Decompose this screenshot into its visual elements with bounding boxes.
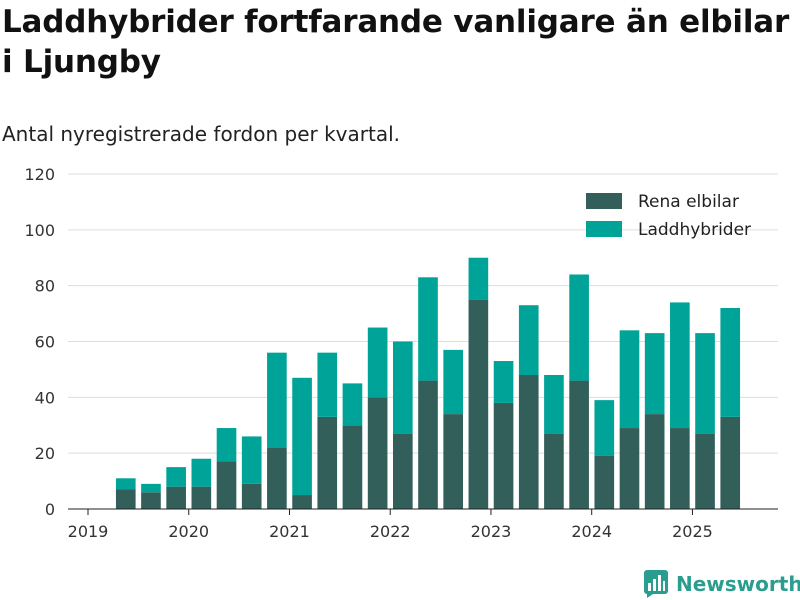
bar-rena-elbilar (166, 486, 186, 509)
x-axis: 2019 2020 2021 2022 2023 2024 2025 (68, 508, 778, 541)
bar-laddhybrider (493, 361, 514, 403)
bar-laddhybrider (166, 467, 186, 487)
bar-rena-elbilar (644, 414, 665, 509)
bar-laddhybrider (594, 400, 615, 456)
bar-rena-elbilar (518, 375, 539, 509)
x-tick-label: 2022 (370, 522, 411, 541)
bar-rena-elbilar (670, 428, 690, 509)
bar-laddhybrider (443, 349, 464, 415)
x-tick-label: 2020 (168, 522, 209, 541)
bar-laddhybrider (216, 428, 237, 462)
bars (115, 257, 741, 509)
bar-laddhybrider (418, 277, 438, 381)
legend-label: Laddhybrider (638, 220, 751, 240)
x-tick-label: 2024 (571, 522, 612, 541)
bar-laddhybrider (241, 436, 262, 484)
bar-rena-elbilar (619, 428, 640, 509)
bar-rena-elbilar (342, 425, 363, 509)
bar-laddhybrider (518, 305, 539, 375)
bar-rena-elbilar (292, 495, 312, 509)
brand-name: Newsworthy (676, 572, 800, 596)
bar-rena-elbilar (267, 447, 287, 509)
y-tick-label: 100 (24, 221, 55, 240)
y-tick-label: 60 (35, 333, 55, 352)
bar-rena-elbilar (367, 397, 388, 509)
legend: Rena elbilar Laddhybrider (586, 192, 751, 240)
chart-subtitle: Antal nyregistrerade fordon per kvartal. (2, 122, 401, 146)
bar-laddhybrider (292, 377, 312, 496)
bar-rena-elbilar (493, 402, 514, 509)
legend-swatch-laddhybrider (586, 221, 622, 237)
y-axis-ticks: 0 20 40 60 80 100 120 (24, 165, 55, 519)
bar-laddhybrider (695, 333, 715, 434)
bar-rena-elbilar (695, 433, 715, 509)
bar-laddhybrider (267, 352, 287, 448)
bar-rena-elbilar (569, 380, 589, 509)
bar-laddhybrider (544, 375, 564, 434)
brand: Newsworthy (644, 568, 800, 600)
bar-laddhybrider (115, 478, 136, 490)
y-tick-label: 0 (45, 500, 55, 519)
bar-rena-elbilar (141, 492, 161, 509)
legend-swatch-rena-elbilar (586, 193, 622, 209)
x-tick-label: 2025 (672, 522, 713, 541)
bar-laddhybrider (468, 257, 489, 300)
bar-laddhybrider (367, 327, 388, 398)
x-tick-label: 2019 (68, 522, 109, 541)
bar-laddhybrider (317, 352, 338, 417)
bar-laddhybrider (720, 308, 741, 417)
bar-laddhybrider (569, 274, 589, 381)
bar-laddhybrider (342, 383, 363, 426)
bar-rena-elbilar (594, 455, 615, 509)
y-tick-label: 40 (35, 388, 55, 407)
bar-rena-elbilar (115, 489, 136, 509)
y-tick-label: 80 (35, 277, 55, 296)
newsworthy-logo-icon (644, 570, 668, 598)
bar-rena-elbilar (241, 483, 262, 509)
chart-title: Laddhybrider fortfarande vanligare än el… (2, 4, 790, 80)
bar-laddhybrider (141, 483, 161, 493)
legend-label: Rena elbilar (638, 192, 739, 212)
bar-rena-elbilar (191, 486, 212, 509)
bar-rena-elbilar (544, 433, 564, 509)
bar-laddhybrider (619, 330, 640, 429)
bar-rena-elbilar (216, 461, 237, 509)
bar-rena-elbilar (418, 380, 438, 509)
bar-laddhybrider (670, 302, 690, 429)
y-tick-label: 120 (24, 165, 55, 184)
bar-rena-elbilar (392, 433, 413, 509)
bar-rena-elbilar (317, 416, 338, 509)
y-tick-label: 20 (35, 444, 55, 463)
bar-laddhybrider (644, 333, 665, 415)
bar-laddhybrider (191, 458, 212, 487)
x-tick-label: 2021 (269, 522, 310, 541)
bar-rena-elbilar (443, 414, 464, 509)
bar-rena-elbilar (468, 299, 489, 509)
bar-laddhybrider (392, 341, 413, 434)
bar-rena-elbilar (720, 416, 741, 509)
x-tick-label: 2023 (471, 522, 512, 541)
